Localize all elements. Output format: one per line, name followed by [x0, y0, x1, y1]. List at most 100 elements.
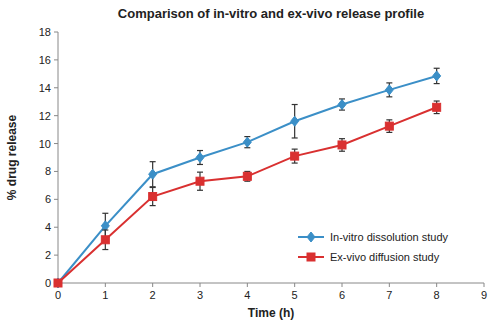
y-tick-label: 14	[39, 82, 51, 94]
error-bar	[386, 120, 392, 133]
y-tick-label: 16	[39, 54, 51, 66]
error-bar-cap	[197, 172, 203, 173]
error-bar	[197, 151, 203, 165]
y-tick-label: 6	[45, 193, 51, 205]
error-bar	[339, 99, 345, 110]
y-tick-label: 18	[39, 26, 51, 38]
error-bar	[244, 137, 250, 148]
error-bar-cap	[150, 205, 156, 206]
error-bar-cap	[339, 138, 345, 139]
y-tick-label: 0	[45, 277, 51, 289]
x-tick	[247, 283, 248, 287]
y-tick	[54, 171, 58, 172]
error-bar	[150, 162, 156, 187]
x-tick-label: 2	[150, 289, 156, 301]
y-tick	[54, 143, 58, 144]
error-bar	[434, 68, 440, 83]
series-group	[54, 68, 441, 288]
x-tick-label: 4	[244, 289, 250, 301]
legend: In-vitro dissolution study Ex-vivo diffus…	[298, 231, 448, 263]
legend-swatch-marker	[307, 253, 315, 261]
chart-svg: 0123456789024681012141618Comparison of i…	[0, 0, 500, 327]
data-point	[54, 278, 62, 288]
y-tick-label: 4	[45, 221, 51, 233]
error-bar-cap	[292, 104, 298, 105]
x-tick	[342, 283, 343, 287]
error-bar-cap	[150, 187, 156, 188]
y-tick	[54, 87, 58, 88]
x-tick-label: 1	[102, 289, 108, 301]
data-point	[433, 103, 441, 111]
x-axis-line	[58, 283, 484, 284]
y-tick	[54, 199, 58, 200]
y-tick-label: 10	[39, 138, 51, 150]
error-bar-cap	[434, 100, 440, 101]
data-point	[433, 71, 441, 81]
legend-item: Ex-vivo diffusion study	[298, 251, 440, 263]
y-axis-line	[58, 32, 59, 283]
x-tick	[200, 283, 201, 287]
data-point	[338, 141, 346, 149]
y-tick	[54, 227, 58, 228]
error-bar-cap	[292, 137, 298, 138]
error-bar-cap	[102, 213, 108, 214]
data-point	[101, 236, 109, 244]
legend-item: In-vitro dissolution study	[298, 231, 448, 243]
error-bar-cap	[386, 132, 392, 133]
data-point	[243, 172, 251, 180]
error-bar-cap	[434, 113, 440, 114]
error-bar	[244, 171, 250, 181]
error-bar	[292, 105, 298, 138]
data-point	[101, 221, 109, 231]
error-bar	[197, 172, 203, 190]
y-tick-label: 2	[45, 249, 51, 261]
x-tick	[294, 283, 295, 287]
chart-title: Comparison of in-vitro and ex-vivo relea…	[118, 6, 424, 21]
error-bar-cap	[292, 149, 298, 150]
data-point	[385, 122, 393, 130]
error-bar-cap	[197, 150, 203, 151]
data-point	[196, 153, 204, 163]
x-tick	[152, 283, 153, 287]
error-bar-cap	[102, 229, 108, 230]
data-point	[385, 85, 393, 95]
y-tick-label: 12	[39, 110, 51, 122]
error-bar-cap	[386, 119, 392, 120]
error-bar-cap	[339, 151, 345, 152]
x-tick-label: 6	[339, 289, 345, 301]
legend-swatch-marker	[307, 232, 315, 242]
y-tick	[54, 115, 58, 116]
error-bar	[339, 139, 345, 152]
error-bar-cap	[102, 249, 108, 250]
error-bar-cap	[292, 162, 298, 163]
x-tick-label: 5	[292, 289, 298, 301]
data-point	[149, 169, 157, 179]
x-tick	[436, 283, 437, 287]
series-group	[54, 101, 441, 287]
chart-container: 0123456789024681012141618Comparison of i…	[0, 0, 500, 327]
error-bar-cap	[150, 186, 156, 187]
x-tick	[484, 283, 485, 287]
error-bar	[386, 83, 392, 97]
data-point	[54, 279, 62, 287]
x-tick-label: 9	[481, 289, 487, 301]
data-point	[291, 152, 299, 160]
x-tick	[389, 283, 390, 287]
y-tick-label: 8	[45, 165, 51, 177]
error-bar	[434, 101, 440, 114]
y-tick	[54, 255, 58, 256]
x-tick-label: 0	[55, 289, 61, 301]
y-tick	[54, 59, 58, 60]
x-tick-label: 8	[434, 289, 440, 301]
error-bar-cap	[386, 96, 392, 97]
x-tick-label: 3	[197, 289, 203, 301]
y-axis-title: % drug release	[5, 114, 19, 200]
data-point	[196, 177, 204, 185]
data-point	[243, 137, 251, 147]
data-point	[291, 116, 299, 126]
error-bar-cap	[150, 161, 156, 162]
y-tick	[54, 32, 58, 33]
legend-label: Ex-vivo diffusion study	[330, 251, 440, 263]
x-tick	[105, 283, 106, 287]
x-axis-title: Time (h)	[248, 306, 294, 320]
